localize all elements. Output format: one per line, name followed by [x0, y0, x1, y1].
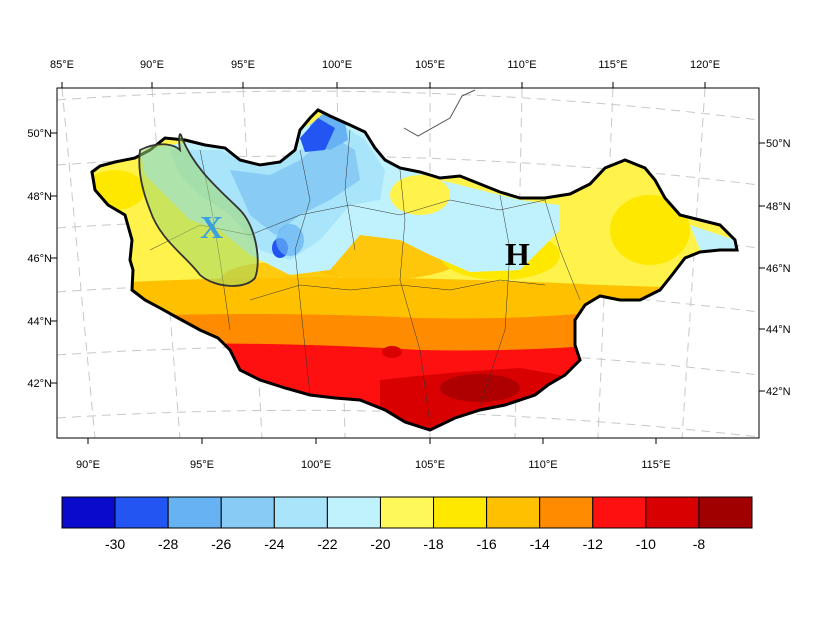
- colorbar-swatch: [486, 496, 541, 529]
- colorbar-label: -26: [211, 536, 231, 552]
- colorbar-swatch: [379, 496, 435, 529]
- top-longitude-ticks: 85°E 90°E 95°E 100°E 105°E 110°E 115°E 120°E: [50, 59, 720, 88]
- colorbar: [61, 496, 753, 529]
- colorbar-swatch: [114, 496, 169, 529]
- region-marker-h: H: [505, 236, 530, 272]
- colorbar-label: -22: [317, 536, 337, 552]
- bottom-lon-label: 115°E: [641, 459, 670, 471]
- bottom-lon-label: 105°E: [415, 459, 445, 471]
- colorbar-swatch: [220, 496, 275, 529]
- bottom-lon-label: 100°E: [301, 459, 331, 471]
- colorbar-labels: -30 -28 -26 -24 -22 -20 -18 -16 -14 -12 -10 -8: [105, 536, 705, 552]
- top-lon-label: 105°E: [415, 59, 445, 71]
- map-frame: [56, 87, 760, 439]
- left-lat-label: 48°N: [27, 191, 52, 203]
- colorbar-swatch: [433, 496, 488, 529]
- colorbar-label: -16: [476, 536, 496, 552]
- neighbor-border-line: [403, 89, 476, 137]
- top-lon-label: 110°E: [507, 59, 536, 71]
- top-lon-label: 115°E: [598, 59, 627, 71]
- top-lon-label: 90°E: [140, 59, 164, 71]
- bottom-lon-label: 95°E: [190, 459, 214, 471]
- highlighted-region-x: [138, 133, 259, 287]
- colorbar-swatch: [645, 496, 700, 529]
- right-lat-label: 42°N: [766, 386, 791, 398]
- colorbar-swatch: [273, 496, 328, 529]
- colorbar-swatch: [592, 496, 647, 529]
- colorbar-label: -8: [693, 536, 706, 552]
- top-lon-label: 100°E: [322, 59, 352, 71]
- colorbar-label: -24: [264, 536, 284, 552]
- colorbar-label: -10: [636, 536, 656, 552]
- colorbar-label: -18: [423, 536, 443, 552]
- bottom-lon-label: 90°E: [76, 459, 100, 471]
- colorbar-swatch: [326, 496, 381, 529]
- colorbar-swatch: [539, 496, 594, 529]
- left-lat-label: 50°N: [27, 128, 52, 140]
- colorbar-swatch: [698, 496, 753, 529]
- region-marker-x: X: [200, 209, 223, 245]
- right-latitude-ticks: 50°N 48°N 46°N 44°N 42°N: [759, 138, 791, 398]
- colorbar-swatch: [61, 496, 116, 529]
- left-lat-label: 46°N: [27, 253, 52, 265]
- top-lon-label: 120°E: [690, 59, 720, 71]
- colorbar-label: -30: [105, 536, 125, 552]
- top-lon-label: 95°E: [231, 59, 255, 71]
- colorbar-label: -14: [530, 536, 550, 552]
- colorbar-swatch: [167, 496, 222, 529]
- colorbar-label: -20: [370, 536, 390, 552]
- colorbar-label: -28: [158, 536, 178, 552]
- right-lat-label: 48°N: [766, 201, 791, 213]
- right-lat-label: 50°N: [766, 138, 791, 150]
- right-lat-label: 46°N: [766, 263, 791, 275]
- right-lat-label: 44°N: [766, 324, 791, 336]
- colorbar-label: -12: [583, 536, 603, 552]
- left-lat-label: 44°N: [27, 316, 52, 328]
- top-lon-label: 85°E: [50, 59, 74, 71]
- left-lat-label: 42°N: [27, 378, 52, 390]
- left-latitude-ticks: 50°N 48°N 46°N 44°N 42°N: [27, 128, 57, 390]
- bottom-lon-label: 110°E: [528, 459, 557, 471]
- bottom-longitude-ticks: 90°E 95°E 100°E 105°E 110°E 115°E: [76, 438, 671, 471]
